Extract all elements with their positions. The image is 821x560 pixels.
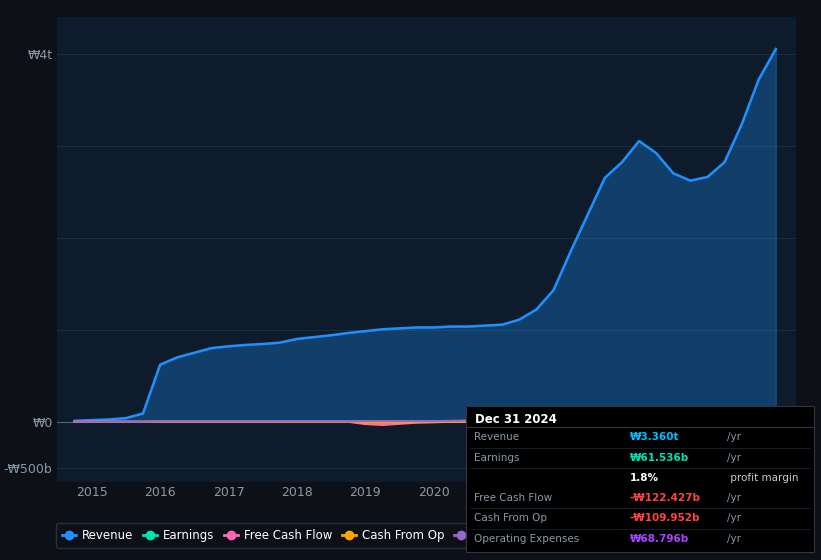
Text: Earnings: Earnings: [474, 452, 519, 463]
Text: 1.8%: 1.8%: [630, 473, 658, 483]
Text: -₩122.427b: -₩122.427b: [630, 493, 700, 503]
Text: ₩3.360t: ₩3.360t: [630, 432, 679, 442]
Text: /yr: /yr: [727, 534, 741, 544]
Legend: Revenue, Earnings, Free Cash Flow, Cash From Op, Operating Expenses: Revenue, Earnings, Free Cash Flow, Cash …: [56, 523, 599, 548]
Text: ₩68.796b: ₩68.796b: [630, 534, 689, 544]
Text: /yr: /yr: [727, 432, 741, 442]
Text: /yr: /yr: [727, 514, 741, 524]
Text: ₩61.536b: ₩61.536b: [630, 452, 689, 463]
Text: Cash From Op: Cash From Op: [474, 514, 547, 524]
Text: Operating Expenses: Operating Expenses: [474, 534, 579, 544]
Text: /yr: /yr: [727, 493, 741, 503]
Text: Revenue: Revenue: [474, 432, 519, 442]
Text: Dec 31 2024: Dec 31 2024: [475, 413, 557, 426]
Text: /yr: /yr: [727, 452, 741, 463]
Text: profit margin: profit margin: [727, 473, 798, 483]
Text: Free Cash Flow: Free Cash Flow: [474, 493, 552, 503]
Text: -₩109.952b: -₩109.952b: [630, 514, 700, 524]
